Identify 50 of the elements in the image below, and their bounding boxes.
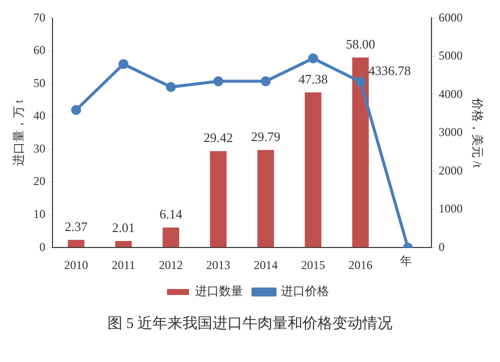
bar <box>352 58 369 248</box>
data-label: 2.37 <box>64 218 88 234</box>
y-tick-label: 60 <box>33 43 46 58</box>
data-label: 4336.78 <box>368 63 411 78</box>
bar <box>257 150 274 248</box>
bar <box>210 151 227 248</box>
y2-tick-label: 0 <box>438 240 445 254</box>
point <box>166 82 176 92</box>
y-tick-label: 10 <box>33 206 46 221</box>
data-label: 6.14 <box>160 206 183 222</box>
y2-tick-label: 6000 <box>438 10 463 24</box>
x-tick-label: 2011 <box>112 258 136 272</box>
y-tick-label: 40 <box>33 108 46 123</box>
data-label: 58.00 <box>346 36 376 52</box>
x-axis-title: 年 <box>400 254 412 268</box>
x-tick-label: 2015 <box>301 258 326 272</box>
data-label: 29.79 <box>251 128 280 144</box>
x-tick-label: 2010 <box>64 258 88 272</box>
y2-tick-label: 5000 <box>438 48 463 63</box>
point <box>260 76 271 86</box>
y2-tick-label: 3000 <box>438 125 463 140</box>
y2-axis-title: 价格，美元 /t <box>470 97 485 168</box>
y2-tick-label: 1000 <box>438 202 463 216</box>
data-label: 2.01 <box>112 220 135 235</box>
x-tick-label: 2013 <box>206 258 230 272</box>
data-label: 29.42 <box>204 130 233 146</box>
data-label: 47.38 <box>298 71 328 86</box>
x-tick-label: 2016 <box>348 258 372 272</box>
y-tick-label: 20 <box>33 174 46 188</box>
legend-label: 进口价格 <box>281 284 329 298</box>
x-tick-label: 2012 <box>158 258 183 272</box>
y-tick-label: 30 <box>33 141 46 156</box>
point <box>308 53 318 64</box>
bar <box>162 227 180 248</box>
y2-tick-label: 2000 <box>438 163 463 178</box>
y-tick-label: 50 <box>33 76 46 90</box>
y2-tick-label: 4000 <box>438 86 463 101</box>
bar <box>115 241 132 248</box>
point <box>356 76 366 87</box>
legend-label: 进口数量 <box>195 284 243 298</box>
y-tick-label: 0 <box>39 240 46 254</box>
bar <box>68 240 84 248</box>
point <box>71 104 82 115</box>
point <box>213 76 224 86</box>
y-tick-label: 70 <box>33 10 46 24</box>
text: 图 5 近年来我国进口牛肉量和价格变动情况 <box>106 314 394 333</box>
point <box>118 59 128 70</box>
bar <box>304 92 322 248</box>
x-tick-label: 2014 <box>254 258 278 272</box>
y-axis-title: 进口量，万 t <box>11 99 26 166</box>
